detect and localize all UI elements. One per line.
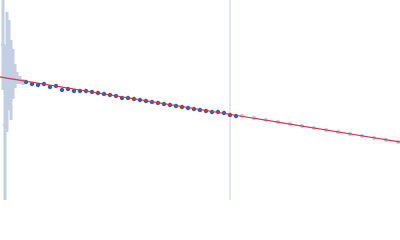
data-point xyxy=(59,87,65,93)
fit-line xyxy=(0,76,400,143)
data-point xyxy=(71,88,77,94)
chart xyxy=(0,0,400,200)
